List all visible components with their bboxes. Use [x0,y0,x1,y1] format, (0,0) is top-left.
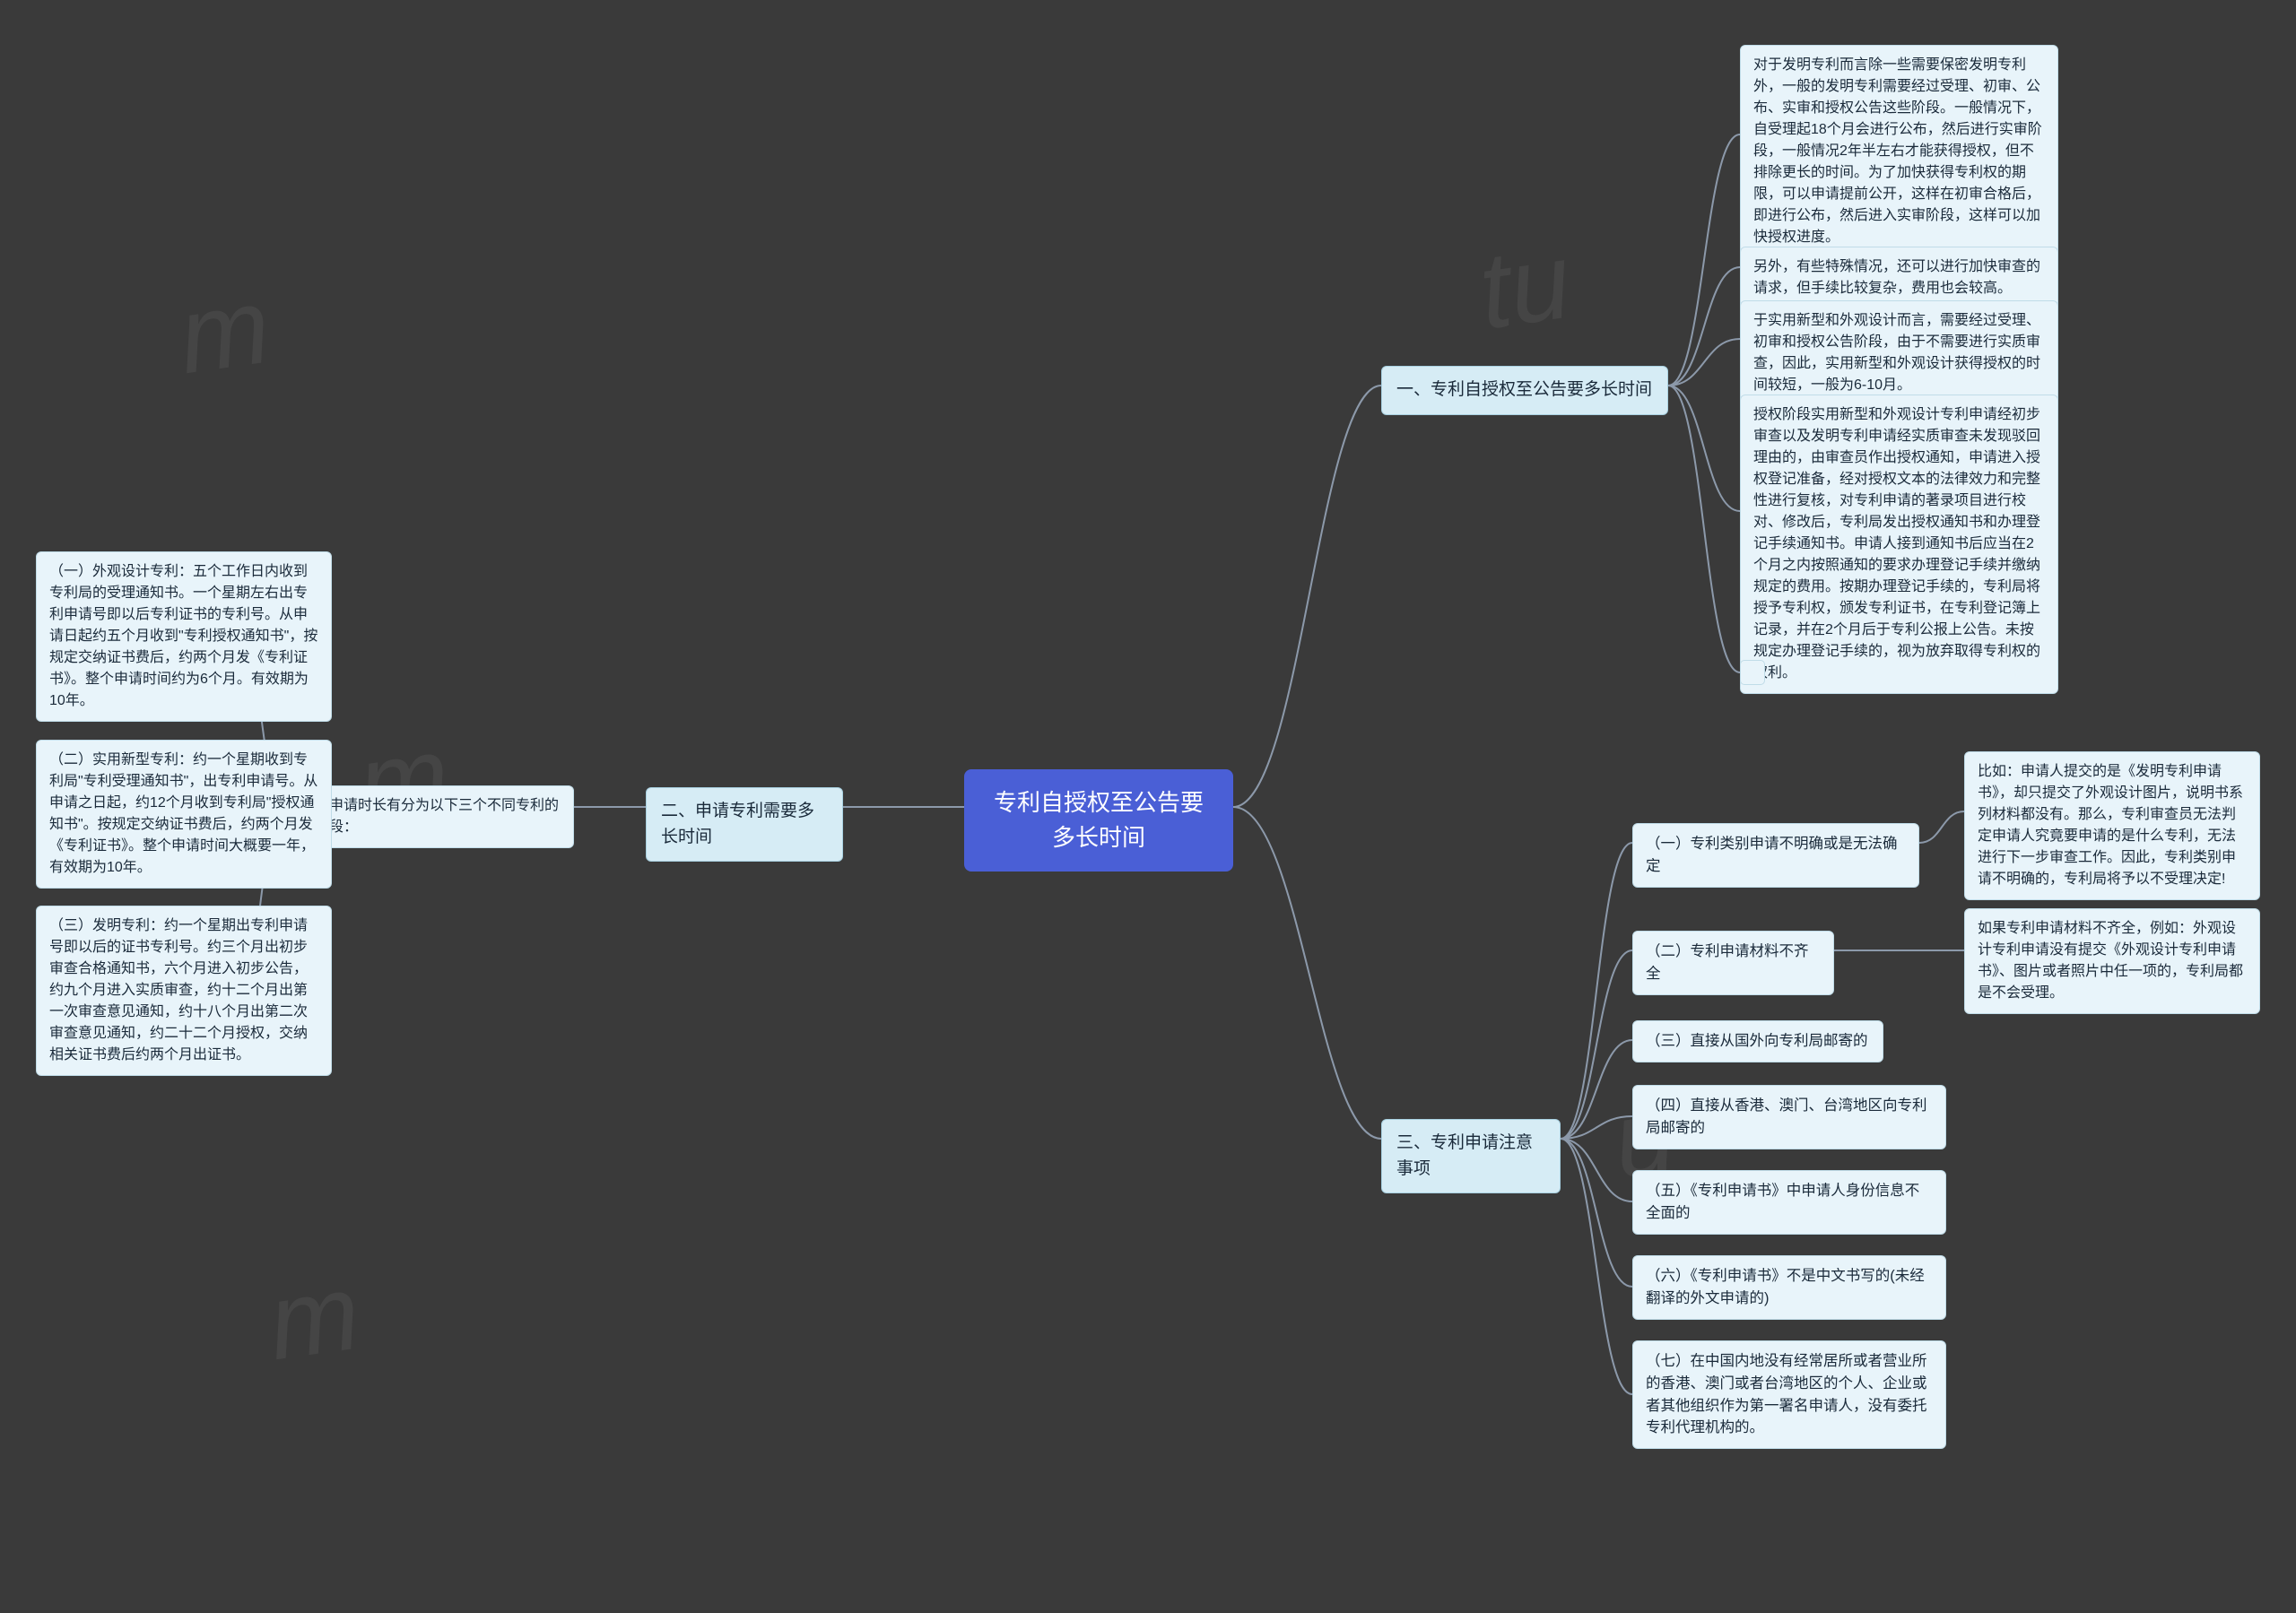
branch2-leaf3[interactable]: （三）发明专利：约一个星期出专利申请号即以后的证书专利号。约三个月出初步审查合格… [36,906,332,1076]
branch3-sub1[interactable]: （一）专利类别申请不明确或是无法确定 [1632,823,1919,888]
branch2-leaf1[interactable]: （一）外观设计专利：五个工作日内收到专利局的受理通知书。一个星期左右出专利申请号… [36,551,332,722]
branch1-leaf1[interactable]: 对于发明专利而言除一些需要保密发明专利外，一般的发明专利需要经过受理、初审、公布… [1740,45,2058,258]
branch3-sub1-detail[interactable]: 比如：申请人提交的是《发明专利申请书》，却只提交了外观设计图片，说明书系列材料都… [1964,751,2260,900]
watermark: m [261,1250,367,1385]
branch3-sub4[interactable]: （四）直接从香港、澳门、台湾地区向专利局邮寄的 [1632,1085,1946,1149]
branch3-sub3[interactable]: （三）直接从国外向专利局邮寄的 [1632,1020,1883,1062]
watermark: tu [1472,219,1578,354]
branch-3[interactable]: 三、专利申请注意事项 [1381,1119,1561,1193]
branch-2[interactable]: 二、申请专利需要多长时间 [646,787,843,862]
branch2-leaf2[interactable]: （二）实用新型专利：约一个星期收到专利局"专利受理通知书"，出专利申请号。从申请… [36,740,332,889]
root-node[interactable]: 专利自授权至公告要多长时间 [964,769,1233,872]
branch3-sub2[interactable]: （二）专利申请材料不齐全 [1632,931,1834,995]
branch3-sub5[interactable]: （五）《专利申请书》中申请人身份信息不全面的 [1632,1170,1946,1235]
branch1-leaf3[interactable]: 于实用新型和外观设计而言，需要经过受理、初审和授权公告阶段，由于不需要进行实质审… [1740,300,2058,406]
branch1-leaf4[interactable]: 授权阶段实用新型和外观设计专利申请经初步审查以及发明专利申请经实质审查未发现驳回… [1740,395,2058,694]
branch1-empty-leaf[interactable] [1740,660,1765,685]
branch3-sub7[interactable]: （七）在中国内地没有经常居所或者营业所的香港、澳门或者台湾地区的个人、企业或者其… [1632,1340,1946,1449]
branch3-sub2-detail[interactable]: 如果专利申请材料不齐全，例如：外观设计专利申请没有提交《外观设计专利申请书》、图… [1964,908,2260,1014]
branch3-sub6[interactable]: （六）《专利申请书》不是中文书写的(未经翻译的外文申请的) [1632,1255,1946,1320]
branch-1[interactable]: 一、专利自授权至公告要多长时间 [1381,366,1668,415]
watermark: m [171,264,277,399]
